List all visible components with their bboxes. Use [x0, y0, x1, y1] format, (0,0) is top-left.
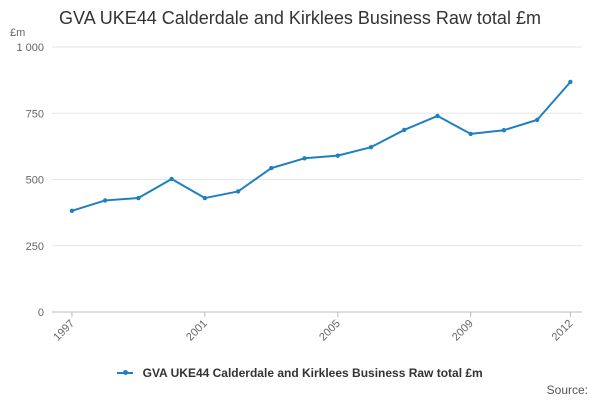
- data-point[interactable]: [302, 156, 307, 161]
- y-axis-unit-label: £m: [10, 27, 26, 39]
- data-point[interactable]: [102, 198, 108, 203]
- data-point[interactable]: [235, 189, 241, 194]
- x-tick-label: 2001: [184, 318, 210, 344]
- data-point[interactable]: [69, 208, 75, 213]
- data-point[interactable]: [136, 195, 141, 201]
- x-tick-label: 2009: [450, 318, 476, 344]
- x-tick-label: 2005: [317, 318, 343, 344]
- series-line: [71, 81, 572, 212]
- data-point[interactable]: [202, 195, 208, 201]
- data-point[interactable]: [169, 176, 174, 182]
- y-tick-label: 500: [26, 175, 44, 187]
- chart-legend[interactable]: GVA UKE44 Calderdale and Kirklees Busine…: [0, 366, 600, 380]
- data-point[interactable]: [335, 153, 340, 158]
- y-tick-label: 750: [26, 108, 44, 120]
- data-point[interactable]: [568, 79, 573, 85]
- legend-line-marker-icon: [117, 369, 134, 375]
- y-tick-label: 250: [26, 241, 44, 253]
- x-tick-label: 1997: [51, 318, 77, 344]
- source-label: Source:: [546, 383, 588, 397]
- chart-title: GVA UKE44 Calderdale and Kirklees Busine…: [59, 8, 541, 28]
- legend-label: GVA UKE44 Calderdale and Kirklees Busine…: [142, 366, 483, 380]
- data-point[interactable]: [534, 117, 540, 123]
- data-point[interactable]: [269, 165, 274, 171]
- data-point[interactable]: [501, 128, 507, 133]
- x-tick-label: 2012: [550, 318, 576, 344]
- y-tick-label: 1 000: [16, 42, 44, 54]
- data-point[interactable]: [402, 127, 407, 133]
- data-point[interactable]: [368, 144, 374, 150]
- data-point[interactable]: [435, 113, 440, 119]
- y-tick-label: 0: [38, 307, 44, 319]
- data-point[interactable]: [468, 131, 473, 137]
